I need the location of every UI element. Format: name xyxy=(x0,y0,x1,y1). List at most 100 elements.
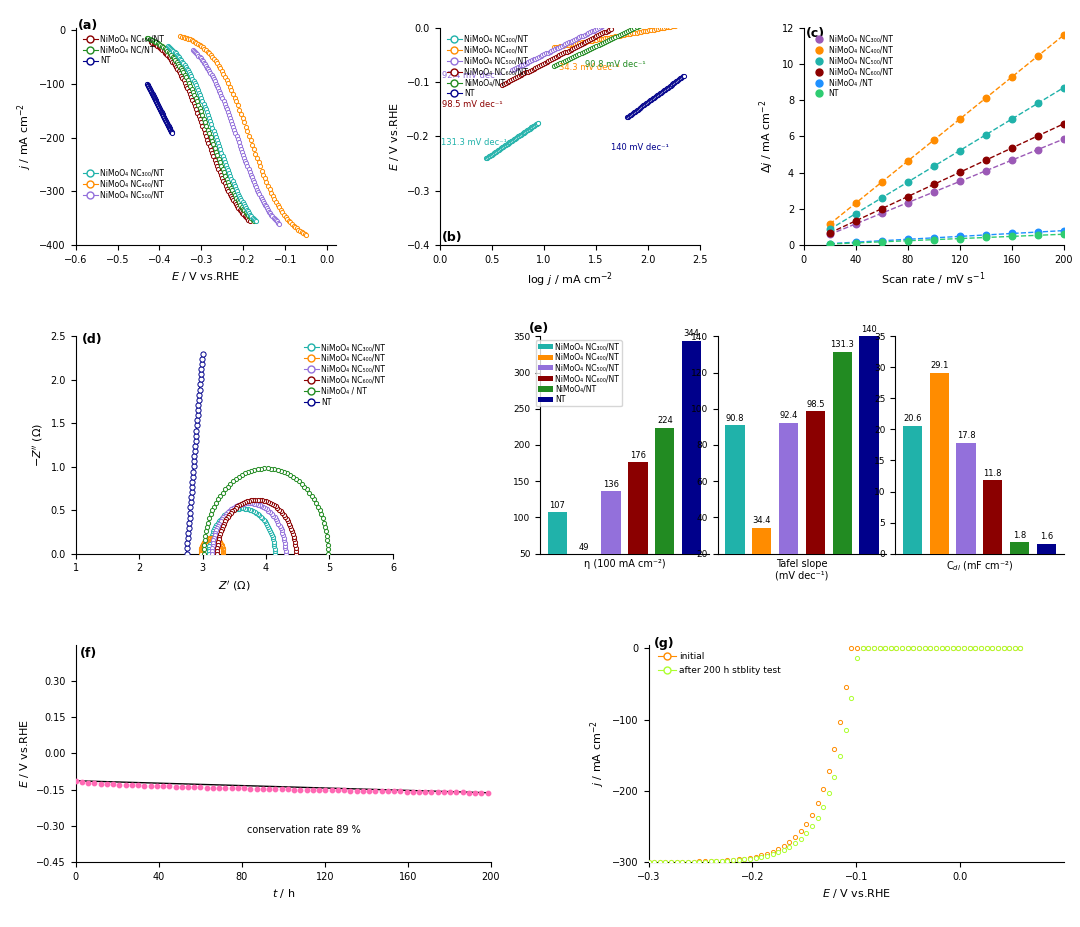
Point xyxy=(646,90,663,105)
Point xyxy=(163,124,180,139)
Point xyxy=(154,108,172,123)
Point xyxy=(181,505,199,520)
Point xyxy=(249,184,267,199)
Point xyxy=(336,783,353,798)
Point xyxy=(192,543,210,558)
Point xyxy=(814,781,832,796)
Point xyxy=(198,58,215,73)
Point xyxy=(255,493,272,508)
Point xyxy=(249,507,267,522)
Point xyxy=(478,150,496,165)
Point xyxy=(210,533,227,548)
Point xyxy=(138,77,156,92)
Point xyxy=(266,541,283,556)
Point xyxy=(204,530,221,545)
Point xyxy=(618,24,635,39)
Point xyxy=(193,539,211,553)
Point xyxy=(222,171,240,186)
Point xyxy=(160,49,177,64)
Point xyxy=(268,214,285,229)
Point xyxy=(262,185,280,200)
Point xyxy=(622,22,639,37)
Point xyxy=(581,25,598,40)
Point xyxy=(585,39,603,54)
Point xyxy=(259,461,276,476)
Point xyxy=(647,21,664,36)
Point xyxy=(504,133,522,147)
Point xyxy=(185,459,202,474)
Point xyxy=(607,30,624,44)
Point xyxy=(215,516,232,531)
Point xyxy=(392,784,409,799)
Point xyxy=(933,641,950,655)
Point xyxy=(150,98,167,113)
Point xyxy=(184,479,201,494)
Point xyxy=(719,854,737,869)
Point xyxy=(528,59,545,74)
Point xyxy=(194,121,212,136)
Point xyxy=(217,506,234,521)
Point xyxy=(177,78,194,93)
Point xyxy=(243,493,260,508)
Point xyxy=(208,56,226,70)
Point xyxy=(157,113,174,128)
Point xyxy=(511,129,528,144)
Point xyxy=(404,784,421,799)
Point xyxy=(576,27,593,42)
Point xyxy=(586,30,604,44)
Point xyxy=(204,121,221,135)
Point xyxy=(187,44,204,59)
Point xyxy=(616,28,633,43)
Point xyxy=(842,691,860,705)
Point xyxy=(287,540,305,555)
Point xyxy=(231,188,248,203)
Point xyxy=(194,54,212,69)
Point xyxy=(320,537,337,552)
Point xyxy=(279,211,296,226)
Point xyxy=(989,641,1007,655)
Point xyxy=(262,462,280,476)
Point xyxy=(227,472,244,487)
Point xyxy=(222,188,240,203)
Point xyxy=(951,111,969,126)
Point xyxy=(555,38,572,53)
Point xyxy=(249,155,267,170)
Point xyxy=(212,514,229,528)
Point xyxy=(205,52,222,67)
Point xyxy=(669,0,686,15)
Point xyxy=(249,462,267,476)
Point xyxy=(586,22,604,37)
Point xyxy=(583,24,600,39)
Point xyxy=(320,546,337,561)
Point xyxy=(900,196,917,210)
Point xyxy=(653,20,671,35)
Point xyxy=(579,43,596,57)
Point xyxy=(192,544,210,559)
Point xyxy=(245,492,262,507)
Point xyxy=(272,521,289,536)
Point xyxy=(490,142,508,157)
Point xyxy=(1029,95,1047,110)
Point xyxy=(225,193,242,208)
Point xyxy=(172,51,189,66)
Bar xyxy=(629,463,648,590)
Point xyxy=(1012,641,1029,655)
Point xyxy=(153,43,171,57)
Point xyxy=(225,120,242,134)
Point xyxy=(608,12,625,27)
Point xyxy=(202,47,219,62)
Point xyxy=(187,434,204,449)
Point xyxy=(214,148,231,163)
Point xyxy=(636,97,653,112)
Point xyxy=(607,29,624,44)
Point xyxy=(177,31,194,45)
Point xyxy=(910,641,928,655)
Point xyxy=(600,30,618,44)
Bar xyxy=(779,423,798,590)
Point xyxy=(270,516,287,531)
Point xyxy=(286,220,303,235)
Point xyxy=(201,126,218,141)
Point xyxy=(646,855,663,870)
Point xyxy=(194,96,212,111)
Text: 131.3 mV dec⁻¹: 131.3 mV dec⁻¹ xyxy=(441,137,507,146)
